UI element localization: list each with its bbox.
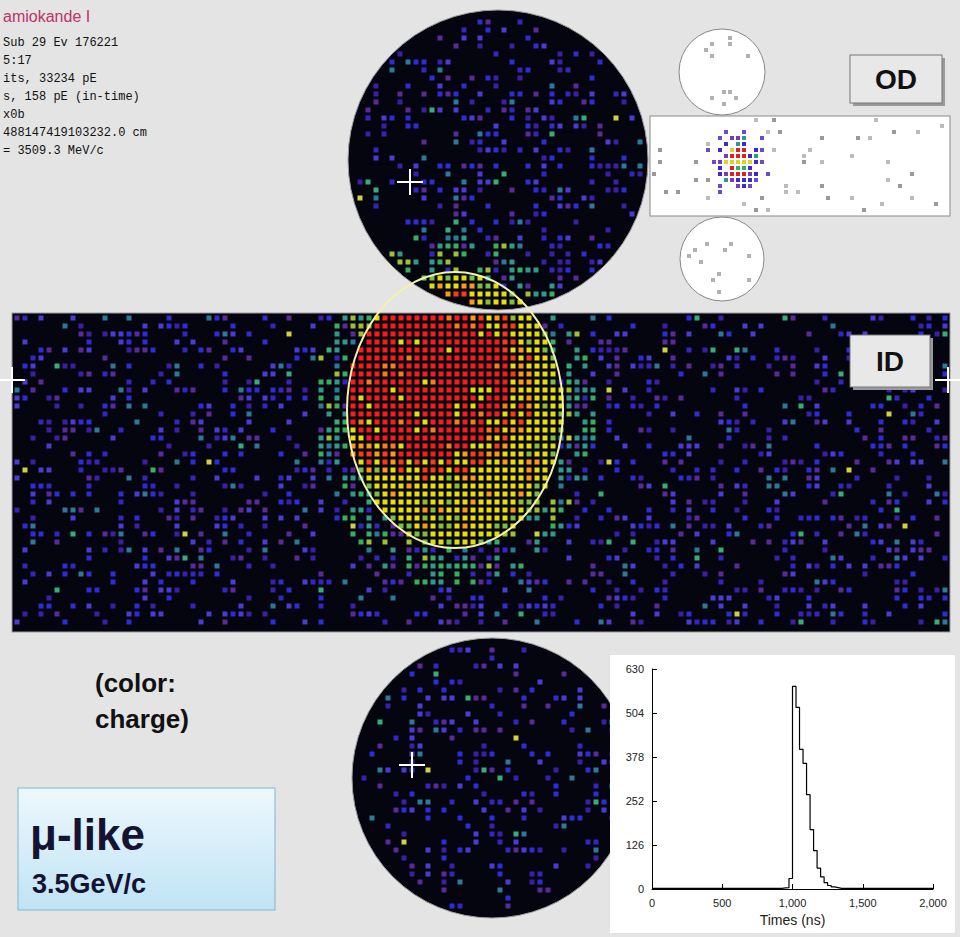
svg-text:Times (ns): Times (ns) (760, 912, 826, 928)
svg-text:500: 500 (713, 897, 731, 909)
svg-text:OD: OD (875, 64, 917, 95)
svg-text:Sub 29 Ev 176221: Sub 29 Ev 176221 (3, 36, 118, 50)
svg-text:1,000: 1,000 (779, 897, 807, 909)
svg-text:5:17: 5:17 (3, 54, 32, 68)
svg-text:3.5GeV/c: 3.5GeV/c (32, 869, 146, 899)
svg-text:1,500: 1,500 (849, 897, 877, 909)
svg-text:x0b: x0b (3, 108, 25, 122)
svg-text:s, 158 pE (in-time): s, 158 pE (in-time) (3, 90, 140, 104)
svg-text:126: 126 (626, 839, 644, 851)
svg-text:(color:: (color: (95, 668, 176, 698)
svg-text:630: 630 (626, 663, 644, 675)
svg-text:252: 252 (626, 795, 644, 807)
svg-text:0: 0 (649, 897, 655, 909)
svg-text:ID: ID (876, 346, 904, 377)
svg-text:= 3509.3 MeV/c: = 3509.3 MeV/c (3, 144, 104, 158)
svg-text:amiokande I: amiokande I (3, 8, 90, 25)
svg-text:378: 378 (626, 751, 644, 763)
svg-text:0: 0 (638, 883, 644, 895)
svg-text:504: 504 (626, 707, 644, 719)
svg-text:488147419103232.0 cm: 488147419103232.0 cm (3, 126, 147, 140)
svg-text:charge): charge) (95, 704, 189, 734)
svg-text:2,000: 2,000 (919, 897, 947, 909)
svg-text:μ-like: μ-like (30, 810, 145, 859)
svg-text:its, 33234 pE: its, 33234 pE (3, 72, 97, 86)
